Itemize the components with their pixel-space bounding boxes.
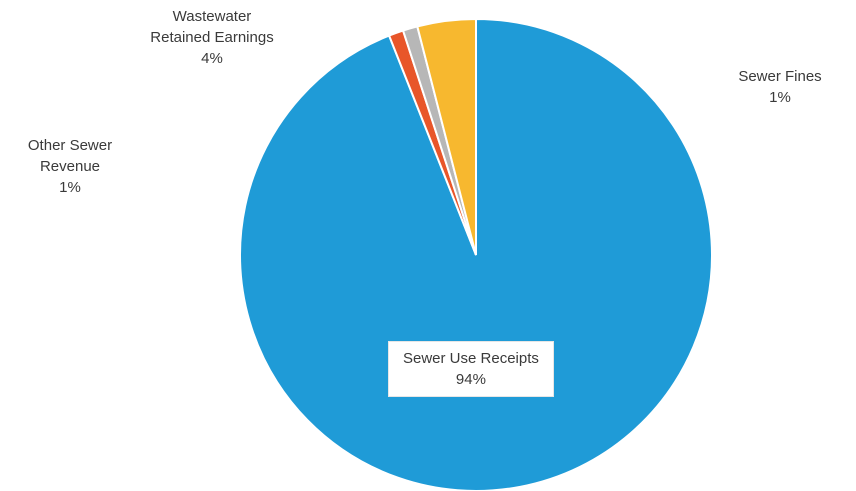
label-sewer-fines: Sewer Fines 1% — [720, 66, 840, 108]
label-line-1: Wastewater — [172, 8, 252, 25]
label-other-sewer-revenue: Other Sewer Revenue 1% — [0, 135, 140, 198]
label-wastewater-retained-earnings: Wastewater Retained Earnings 4% — [122, 6, 302, 69]
label-line-1: Sewer Fines — [738, 68, 822, 85]
label-percent: 4% — [201, 50, 223, 67]
label-percent: 94% — [455, 371, 486, 388]
pie-slice-wastewater-retained-earnings — [416, 17, 477, 256]
label-line-1: Other Sewer — [27, 137, 113, 154]
label-line-2: Revenue — [39, 158, 101, 175]
label-percent: 1% — [59, 179, 81, 196]
label-sewer-use-receipts: Sewer Use Receipts 94% — [388, 341, 554, 397]
label-line-2: Retained Earnings — [150, 29, 274, 46]
label-percent: 1% — [769, 89, 791, 106]
label-line-1: Sewer Use Receipts — [403, 350, 539, 367]
